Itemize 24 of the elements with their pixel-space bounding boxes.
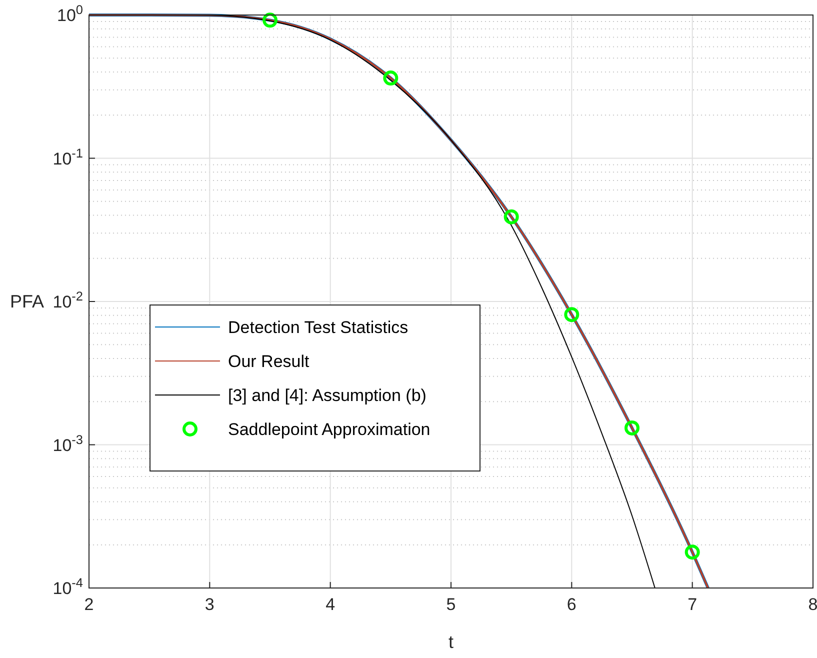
- point: [383, 70, 398, 86]
- point: [624, 420, 640, 436]
- legend-label: Detection Test Statistics: [228, 318, 408, 337]
- legend-label: Saddlepoint Approximation: [228, 420, 430, 439]
- point: [262, 12, 278, 28]
- legend-label: Our Result: [228, 352, 310, 371]
- y-axis-title: PFA: [10, 292, 44, 312]
- y-tick-label: 10$^{-3}$: [52, 431, 83, 455]
- y-tick-label: 10$^{0}$: [56, 2, 83, 25]
- point: [504, 209, 519, 224]
- x-tick-label: 5: [446, 595, 456, 614]
- x-tick-label: 6: [566, 595, 576, 614]
- x-tick-label: 7: [688, 595, 698, 614]
- x-tick-label: 4: [326, 595, 336, 614]
- x-axis-title: t: [448, 632, 454, 652]
- y-tick-label: 10$^{-4}$: [52, 574, 83, 598]
- y-tick-label: 10$^{-1}$: [52, 144, 83, 168]
- x-tick-label: 2: [84, 595, 94, 614]
- point: [564, 307, 580, 322]
- x-tick-label: 8: [808, 595, 817, 614]
- legend-label: [3] and [4]: Assumption (b): [228, 386, 426, 405]
- point: [684, 544, 700, 560]
- y-tick-label: 10$^{-2}$: [52, 288, 83, 312]
- x-tick-label: 3: [204, 595, 214, 614]
